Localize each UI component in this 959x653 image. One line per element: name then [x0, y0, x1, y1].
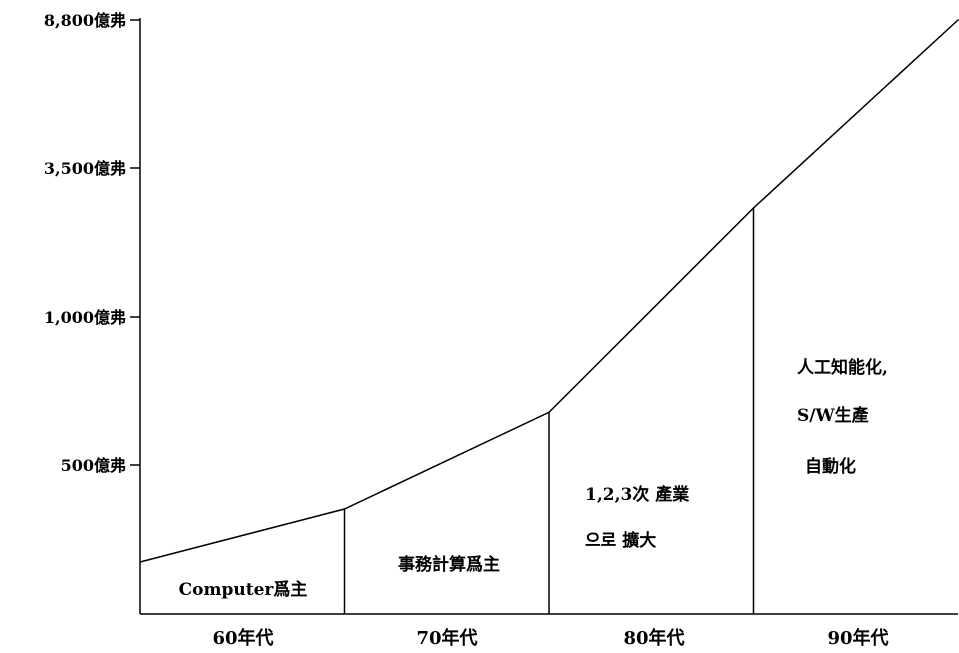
y-tick-label: 500億弗: [61, 456, 126, 475]
data-point: [548, 411, 550, 414]
segment-label-60s: Computer爲主: [179, 579, 308, 600]
x-axis: 60年代 70年代 80年代 90年代: [140, 613, 958, 649]
data-point: [752, 207, 755, 209]
x-category-label: 60年代: [212, 627, 273, 649]
data-point: [139, 561, 141, 563]
x-category-label: 80年代: [623, 627, 684, 649]
segment-label-80s-line1: 1,2,3次 產業: [585, 484, 689, 505]
data-point: [957, 19, 959, 21]
segment-label-90s-line3: 自動化: [805, 456, 856, 477]
y-tick-label: 1,000億弗: [44, 308, 126, 327]
segment-label-90s-line2: S/W生產: [797, 405, 869, 426]
x-category-label: 90年代: [827, 627, 888, 649]
y-tick-label: 3,500億弗: [44, 159, 126, 178]
y-axis: 8,800億弗 3,500億弗 1,000億弗 500億弗: [44, 11, 141, 614]
y-tick-label: 8,800億弗: [44, 11, 126, 30]
x-category-label: 70年代: [416, 627, 477, 649]
chart-marks: [139, 19, 959, 614]
segment-annotations: Computer爲主 事務計算爲主 1,2,3次 產業 으로 擴大 人工知能化,…: [179, 357, 888, 600]
data-point: [343, 508, 346, 510]
segment-label-80s-line2: 으로 擴大: [585, 530, 656, 551]
segment-label-70s: 事務計算爲主: [398, 554, 500, 575]
segment-label-90s-line1: 人工知能化,: [797, 357, 888, 378]
